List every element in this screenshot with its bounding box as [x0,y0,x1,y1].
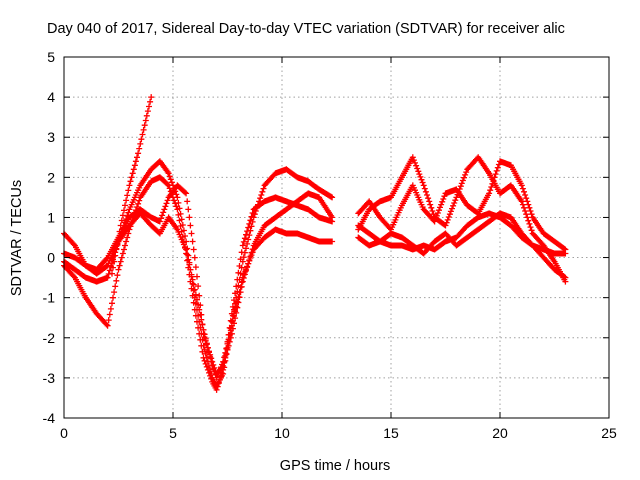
x-tick-label: 5 [169,425,177,441]
y-tick-label: 4 [47,89,55,105]
x-tick-label: 25 [601,425,617,441]
y-tick-label: 2 [47,169,55,185]
x-axis-label: GPS time / hours [280,458,390,474]
y-tick-label: 5 [47,49,55,65]
x-tick-label: 20 [492,425,508,441]
y-tick-label: 0 [47,250,55,266]
marker-path [355,154,569,285]
y-tick-label: -3 [43,370,56,386]
series-track-7 [355,158,569,253]
series-track-5 [109,94,155,277]
y-tick-label: 1 [47,209,55,225]
tick-labels: 0 5 10 15 20 25 -4 -3 -2 -1 0 1 2 3 4 5 [43,49,617,441]
marker-path [109,94,155,277]
y-tick-label: -4 [43,410,56,426]
x-tick-label: 0 [60,425,68,441]
y-tick-label: -1 [43,290,56,306]
y-tick-label: 3 [47,129,55,145]
y-axis-label: SDTVAR / TECUs [9,180,25,296]
x-tick-label: 10 [274,425,290,441]
chart-title: Day 040 of 2017, Sidereal Day-to-day VTE… [47,21,565,37]
series-track-9 [355,210,569,257]
marker-path [355,158,569,253]
plot-frame [63,56,610,419]
x-tick-label: 15 [383,425,399,441]
marker-path [355,210,569,257]
y-tick-label: -2 [43,330,56,346]
series-track-6 [355,154,569,285]
